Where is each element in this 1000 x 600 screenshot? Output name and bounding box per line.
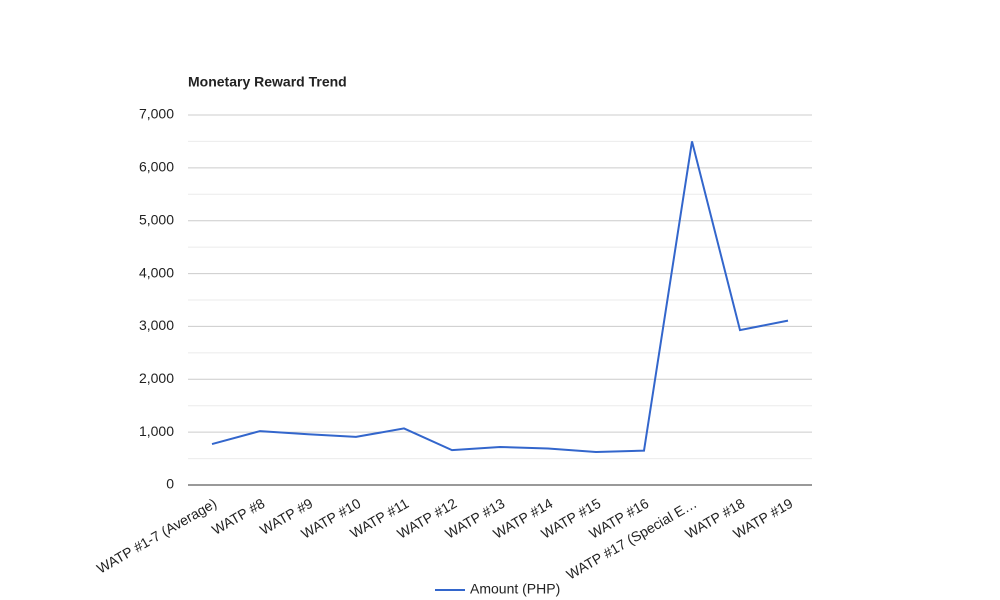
line-series <box>211 141 789 453</box>
y-tick-label: 4,000 <box>139 264 174 280</box>
chart-title: Monetary Reward Trend <box>188 74 347 90</box>
y-tick-label: 5,000 <box>139 211 174 227</box>
legend-label: Amount (PHP) <box>470 581 560 597</box>
y-tick-label: 6,000 <box>139 159 174 175</box>
x-tick-label: WATP #8 <box>209 495 267 538</box>
y-tick-label: 3,000 <box>139 317 174 333</box>
y-tick-label: 2,000 <box>139 370 174 386</box>
y-tick-label: 0 <box>166 476 174 492</box>
y-tick-label: 7,000 <box>139 106 174 122</box>
y-tick-label: 1,000 <box>139 423 174 439</box>
x-tick-label: WATP #1-7 (Average) <box>94 495 219 577</box>
